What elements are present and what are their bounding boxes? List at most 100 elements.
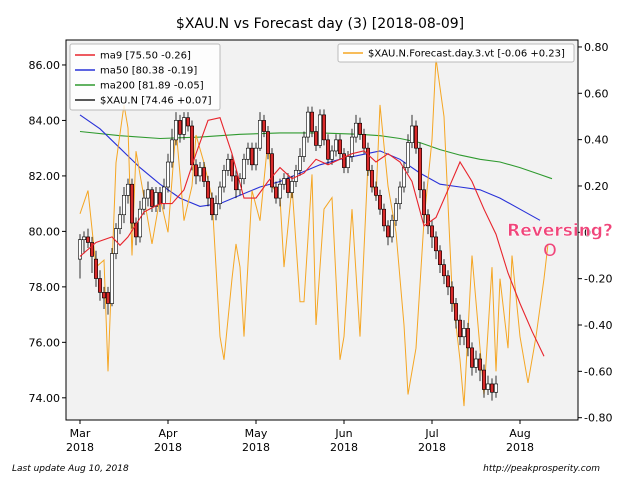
forecast-series [79,58,549,407]
y-right-tick-label: -0.40 [584,319,612,332]
candle-body [234,175,239,191]
x-tick-label: 2018 [154,441,182,454]
legend-left-label: ma9 [75.50 -0.26] [100,51,191,62]
candle-body [449,286,454,304]
candle-body [489,383,494,393]
candle-body [369,170,374,188]
candle-body [441,264,446,277]
candle-body [289,181,294,193]
candle-body [453,303,458,321]
candle-body [110,253,115,304]
x-tick-label: Jun [334,427,352,440]
candle-body [218,186,223,204]
candle-body [397,186,402,204]
candle-body [413,125,418,149]
legend-left: ma9 [75.50 -0.26] ma50 [80.38 -0.19] ma200… [69,43,221,111]
ma50-line [79,114,541,221]
y-right-tick-label: -0.80 [584,412,612,425]
legend-left-label: ma50 [80.38 -0.19] [100,66,197,77]
candle-body [477,358,482,371]
candle-body [385,225,390,238]
candle-body [118,214,123,229]
x-tick-label: Jul [424,427,438,440]
candle-body [246,147,251,160]
candle-body [437,250,442,265]
footer-right: http://peakprosperity.com [483,464,600,474]
forecast-line [79,58,549,407]
candle-body [457,319,462,338]
candle-body [473,358,478,368]
x-tick-label: 2018 [506,441,534,454]
candle-body [230,158,235,177]
y-right-axis: -0.80 -0.60 -0.40 -0.20 0 0.20 0.40 0.60 0.80 [578,41,612,425]
x-axis: Mar2018Apr2018May2018Jun2018Jul2018Aug20… [66,420,534,454]
candle-body [325,139,330,160]
candle-body [365,147,370,171]
candle-body [297,156,302,171]
candle-body [170,139,175,163]
candle-body [429,225,434,238]
candle-body [273,186,278,199]
y-left-tick-label: 78.00 [29,281,61,294]
candle-body [285,178,290,193]
candle-body [301,136,306,157]
legend-left-box [69,43,221,111]
candle-body [485,383,490,390]
candle-body [242,158,247,179]
candle-body [194,164,199,177]
candle-body [146,189,151,199]
y-left-axis: 74.00 76.00 78.00 80.00 82.00 84.00 86.00 [29,59,66,405]
footer-left: Last update Aug 10, 2018 [12,464,129,474]
y-right-tick-label: 0.20 [584,180,609,193]
candle-body [333,139,338,152]
candle-body [465,328,470,349]
candle-body [202,167,207,182]
candle-body [393,203,398,221]
y-right-tick-label: 0 [584,226,591,239]
x-tick-label: 2018 [418,441,446,454]
x-tick-label: 2018 [66,441,94,454]
y-right-tick-label: 0.60 [584,87,609,100]
y-right-tick-label: -0.60 [584,365,612,378]
candle-body [138,208,143,238]
candle-body [198,167,203,177]
chart-title: $XAU.N vs Forecast day (3) [2018-08-09] [176,16,464,32]
candle-body [82,236,87,241]
y-left-tick-label: 82.00 [29,170,61,183]
candle-body [373,186,378,196]
candle-body [389,219,394,238]
ma50-series [79,114,541,221]
y-left-tick-label: 76.00 [29,336,61,349]
candle-body [222,170,227,188]
candle-body [345,156,350,168]
candle-body [178,120,183,135]
annotation: Reversing? O [507,221,613,261]
candle-body [361,134,366,149]
candle-body [321,114,326,141]
annotation-marker: O [543,241,556,261]
y-left-tick-label: 74.00 [29,392,61,405]
annotation-text: Reversing? [507,221,613,241]
candle-body [90,242,95,257]
legend-right: $XAU.N.Forecast.day.3.vt [-0.06 +0.23] [337,43,575,63]
candle-body [269,153,274,188]
candle-body [409,125,414,143]
legend-right-box [337,43,575,63]
candle-body [261,120,266,132]
legend-left-label: $XAU.N [74.46 +0.07] [100,96,212,107]
candle-body [305,111,310,138]
candle-body [182,117,187,135]
x-tick-label: 2018 [242,441,270,454]
candle-body [206,181,211,199]
candle-body [377,195,382,210]
candle-body [98,278,103,293]
candle-body [329,150,334,160]
candle-body [214,203,219,216]
candle-body [281,178,286,185]
candle-body [254,147,259,166]
candle-body [94,258,99,279]
candle-body [341,153,346,168]
candle-body [210,197,215,216]
candle-body [349,136,354,157]
y-left-tick-label: 84.00 [29,114,61,127]
